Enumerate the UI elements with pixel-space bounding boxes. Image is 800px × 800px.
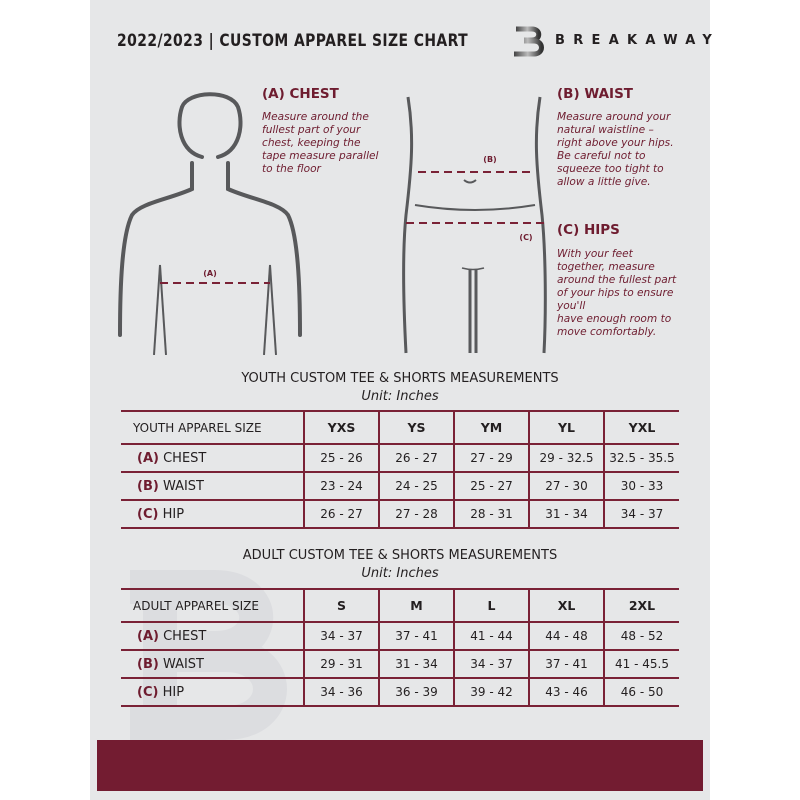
size-label: ADULT APPAREL SIZE (121, 588, 304, 623)
cell: 34 - 37 (603, 499, 679, 529)
breakaway-logo-icon (514, 26, 544, 57)
youth-size-table: YOUTH APPAREL SIZE YXS YS YM YL YXL (A) … (121, 410, 679, 529)
table-row: (A) CHEST 25 - 26 26 - 27 27 - 29 29 - 32.5… (121, 443, 679, 473)
cell: 23 - 24 (303, 471, 379, 501)
youth-unit: Unit: Inches (361, 389, 439, 404)
cell: 34 - 37 (303, 621, 379, 651)
cell: 25 - 26 (303, 443, 379, 473)
size-header: XL (528, 588, 604, 623)
size-header: 2XL (603, 588, 679, 623)
cell: 46 - 50 (603, 677, 679, 707)
size-header: M (378, 588, 454, 623)
cell: 43 - 46 (528, 677, 604, 707)
table-header-row: YOUTH APPAREL SIZE YXS YS YM YL YXL (121, 410, 679, 445)
chest-heading: (A) CHEST (262, 86, 339, 102)
table-row: (B) WAIST 29 - 31 31 - 34 34 - 37 37 - 41 41… (121, 649, 679, 679)
cell: 34 - 37 (453, 649, 529, 679)
cell: 34 - 36 (303, 677, 379, 707)
cell: 29 - 31 (303, 649, 379, 679)
cell: 36 - 39 (378, 677, 454, 707)
row-label: (B) WAIST (121, 649, 304, 679)
cell: 27 - 28 (378, 499, 454, 529)
cell: 41 - 44 (453, 621, 529, 651)
table-header-row: ADULT APPAREL SIZE S M L XL 2XL (121, 588, 679, 623)
cell: 31 - 34 (378, 649, 454, 679)
row-label: (C) HIP (121, 677, 304, 707)
waist-marker: (B) (483, 155, 496, 164)
waist-description: Measure around your natural waistline – … (557, 111, 674, 188)
chest-marker: (A) (203, 269, 217, 278)
page-title: 2022/2023 | CUSTOM APPAREL SIZE CHART (117, 31, 469, 51)
cell: 37 - 41 (528, 649, 604, 679)
hips-heading: (C) HIPS (557, 222, 620, 238)
size-header: YM (453, 410, 529, 445)
cell: 27 - 30 (528, 471, 604, 501)
cell: 27 - 29 (453, 443, 529, 473)
cell: 44 - 48 (528, 621, 604, 651)
row-label: (A) CHEST (121, 443, 304, 473)
cell: 31 - 34 (528, 499, 604, 529)
table-row: (A) CHEST 34 - 37 37 - 41 41 - 44 44 - 48 48… (121, 621, 679, 651)
lower-body-illustration: (B) (C) (402, 96, 547, 354)
size-label: YOUTH APPAREL SIZE (121, 410, 304, 445)
size-header: YS (378, 410, 454, 445)
cell: 24 - 25 (378, 471, 454, 501)
table-row: (C) HIP 34 - 36 36 - 39 39 - 42 43 - 46 46 -… (121, 677, 679, 707)
hip-marker: (C) (519, 233, 532, 242)
youth-table-title: YOUTH CUSTOM TEE & SHORTS MEASUREMENTS (241, 371, 559, 386)
cell: 30 - 33 (603, 471, 679, 501)
upper-body-illustration: (A) (118, 92, 302, 355)
hips-description: With your feet together, measure around … (557, 248, 677, 338)
row-label: (B) WAIST (121, 471, 304, 501)
adult-table-title: ADULT CUSTOM TEE & SHORTS MEASUREMENTS (242, 548, 558, 563)
footer-bar (97, 740, 703, 791)
cell: 32.5 - 35.5 (603, 443, 679, 473)
table-row: (B) WAIST 23 - 24 24 - 25 25 - 27 27 - 30 30… (121, 471, 679, 501)
waist-heading: (B) WAIST (557, 86, 634, 102)
cell: 25 - 27 (453, 471, 529, 501)
row-label: (C) HIP (121, 499, 304, 529)
size-header: YXS (303, 410, 379, 445)
adult-size-table: ADULT APPAREL SIZE S M L XL 2XL (A) CHES… (121, 588, 679, 707)
chest-description: Measure around the fullest part of your … (262, 111, 379, 175)
brand-name: BREAKAWAY (555, 33, 721, 48)
cell: 29 - 32.5 (528, 443, 604, 473)
adult-unit: Unit: Inches (361, 566, 439, 581)
cell: 37 - 41 (378, 621, 454, 651)
row-label: (A) CHEST (121, 621, 304, 651)
cell: 41 - 45.5 (603, 649, 679, 679)
size-header: L (453, 588, 529, 623)
cell: 26 - 27 (378, 443, 454, 473)
table-row: (C) HIP 26 - 27 27 - 28 28 - 31 31 - 34 34 -… (121, 499, 679, 529)
size-header: YL (528, 410, 604, 445)
cell: 26 - 27 (303, 499, 379, 529)
cell: 48 - 52 (603, 621, 679, 651)
size-header: S (303, 588, 379, 623)
cell: 28 - 31 (453, 499, 529, 529)
cell: 39 - 42 (453, 677, 529, 707)
size-header: YXL (603, 410, 679, 445)
